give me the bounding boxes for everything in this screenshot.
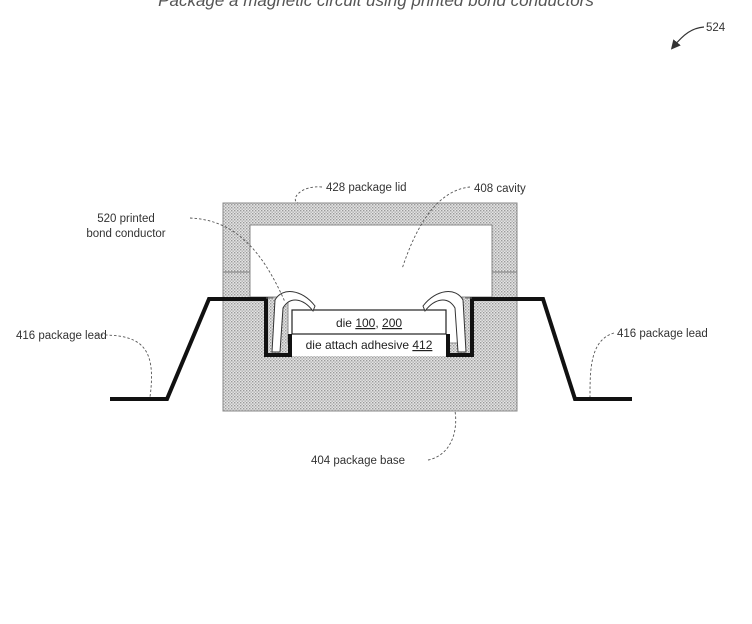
adhesive-ref: 412 (412, 338, 432, 352)
cavity (251, 226, 491, 296)
reference-number: 524 (706, 22, 726, 34)
label-bond-line-1: 520 printed (97, 213, 155, 225)
printed-bond-conductor-right (422, 291, 467, 353)
leader-lead-right (589, 332, 615, 398)
die-ref-2: 200 (382, 316, 402, 330)
die-attach-adhesive (292, 334, 446, 356)
label-package-lid: 428 package lid (326, 182, 407, 194)
label-lead-right: 416 package lead (617, 328, 708, 340)
label-lead-left: 416 package lead (16, 330, 107, 342)
package-lead-right (446, 297, 632, 401)
figure-title: Package a magnetic circuit using printed… (158, 0, 594, 10)
die-label: die 100, 200 (336, 316, 402, 330)
leader-base (427, 410, 457, 461)
leader-bond (189, 217, 286, 303)
adhesive-label: die attach adhesive 412 (306, 338, 433, 352)
label-package-base: 404 package base (311, 455, 405, 467)
leader-cavity (401, 186, 471, 270)
label-bond-line-2: bond conductor (86, 228, 165, 240)
reference-arrow (670, 26, 705, 50)
die-ref-1: 100 (355, 316, 375, 330)
leader-lid (294, 186, 323, 204)
package-lead-left (110, 297, 292, 401)
label-cavity: 408 cavity (474, 183, 526, 195)
leader-lead-left (95, 334, 152, 398)
printed-bond-conductor-left (271, 291, 316, 353)
die (291, 309, 447, 335)
